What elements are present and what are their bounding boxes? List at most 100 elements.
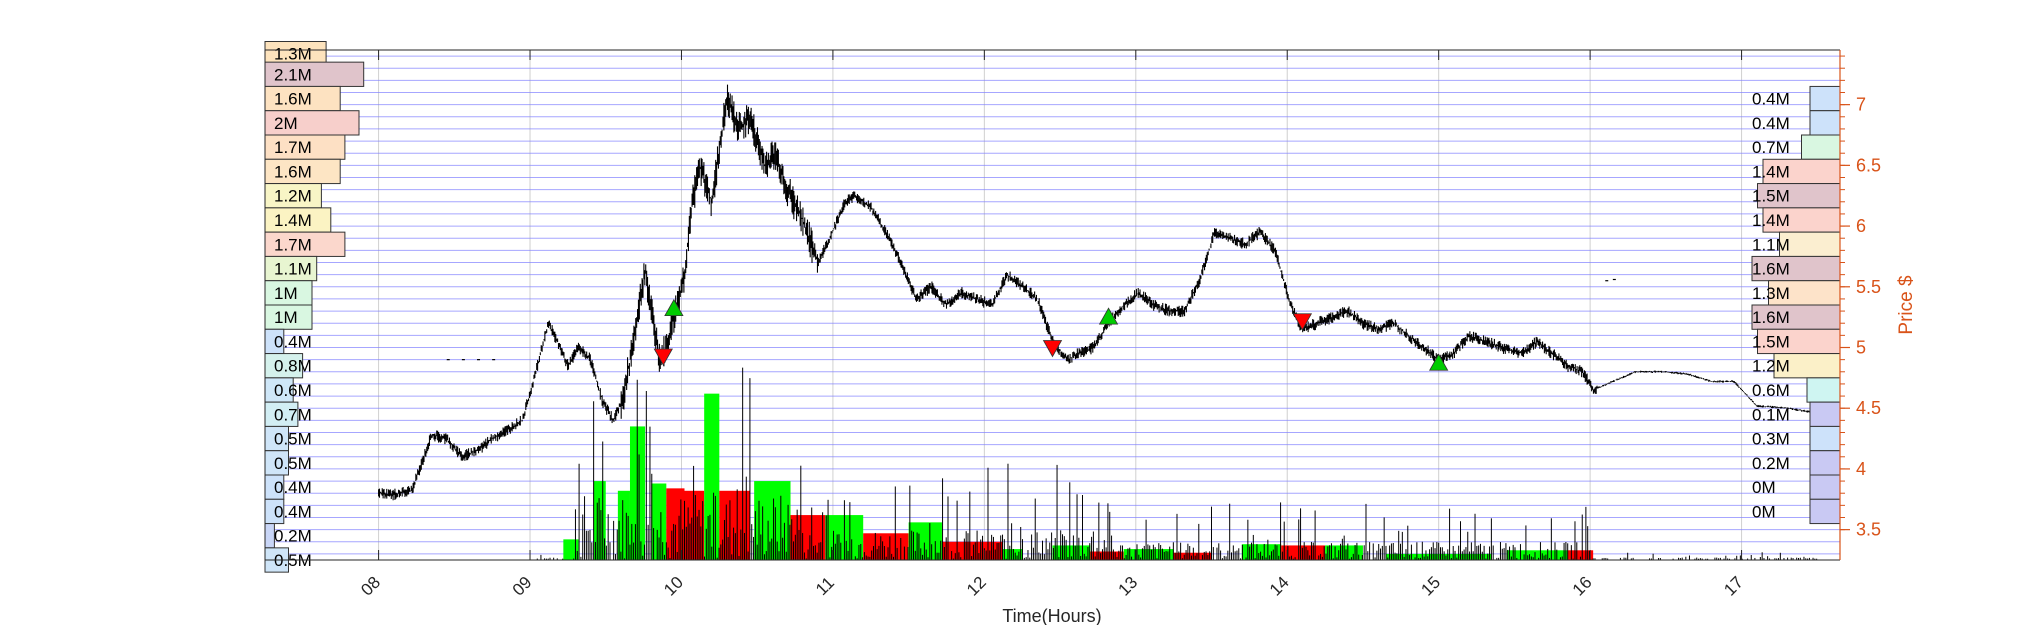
y-tick-label: 5.5 [1856,277,1881,297]
x-tick-label: 17 [1720,573,1747,600]
volume-profile-bar [1809,110,1841,136]
volume-bar [1002,549,1023,560]
x-tick-label: 10 [660,573,687,600]
volume-profile-bar [264,231,346,257]
y-tick-label: 4.5 [1856,398,1881,418]
volume-profile-bar [1751,255,1841,282]
volume-profile-label: 1.1M [274,260,312,279]
y-tick-label: 6 [1856,216,1866,236]
volume-profile-label: 0.2M [1752,454,1790,473]
volume-profile-label: 0.4M [274,502,312,521]
volume-profile-label: 0.5M [274,430,312,449]
volume-profile-bar [1809,474,1841,500]
volume-profile-label: 0.2M [274,527,312,546]
volume-profile-label: 1M [274,308,298,327]
trade-signals [653,298,1449,371]
y-axis-title: Price $ [1896,275,1917,335]
price-series [378,84,1818,501]
volume-profile-bar [264,377,294,403]
volume-profile-bar [1762,158,1841,185]
y-tick-label: 3.5 [1856,520,1881,540]
volume-profile-label: 1.6M [274,162,312,181]
volume-profile-label: 0.4M [274,332,312,351]
volume-profile-bar [1768,280,1841,306]
volume-profile-label: 1.7M [274,138,312,157]
volume-profile-label: 1.4M [1752,211,1790,230]
volume-profile-label: 0.5M [274,454,312,473]
sell-signal-marker [653,348,673,366]
volume-profile-bar [264,304,313,330]
volume-profile-bar [1809,498,1841,525]
grid [265,50,1840,560]
volume-profile-label: 0.6M [1752,381,1790,400]
volume-profile-label: 0.8M [274,357,312,376]
volume-bar [754,481,791,560]
volume-profile-bar [1809,450,1841,476]
volume-profile-label: 0.7M [274,405,312,424]
volume-profile-bar [1779,231,1841,257]
volume-profile-bar [1809,425,1841,452]
volume-profile-bar [1809,85,1841,112]
volume-bar [1281,545,1326,560]
volume-bar [563,539,579,560]
volume-bar [863,533,909,560]
volume-profile-bar [264,110,360,136]
volume-profile-bar [1806,377,1841,403]
volume-profile-label: 1.4M [274,211,312,230]
y-tick-label: 5 [1856,338,1866,358]
volume-profile-label: 1.6M [1752,308,1790,327]
volume-profile-label: 1.3M [274,45,312,64]
y-tick-label: 4 [1856,459,1866,479]
volume-profile-label: 1M [274,284,298,303]
volume-profile-label: 1.5M [1752,332,1790,351]
volume-profile-bar [264,353,304,379]
volume-profile-label: 1.4M [1752,162,1790,181]
x-tick-label: 16 [1569,573,1596,600]
plot-background [265,50,1840,560]
volume-profile-label: 1.6M [1752,260,1790,279]
volume-profile-label: 0.4M [1752,114,1790,133]
volume-bar [1567,550,1594,560]
buy-signal-marker [1098,307,1119,325]
volume-profile-label: 0.3M [1752,430,1790,449]
volume-profile-left: 1.3M2.1M 1.6M 2M 1.7M 1.6M 1.2M 1.4M 1.7M 1.1M 1M… [264,41,365,573]
volume-profile-bar [1801,134,1841,160]
volume-bar [651,483,667,560]
volume-profile-bar [1757,183,1841,209]
volume-profile-bar [1757,328,1841,355]
volume-bar [908,522,942,560]
volume-profile-label: 1.6M [274,90,312,109]
sell-signal-marker [1292,313,1313,331]
volume-profile-bar [264,207,332,233]
volume-profile-label: 1.7M [274,235,312,254]
volume-profile-label: 2M [274,114,298,133]
volume-profile-label: 0M [1752,502,1776,521]
x-tick-label: 13 [1114,573,1141,600]
buy-signal-marker [1428,353,1449,371]
x-tick-label: 15 [1417,573,1444,600]
x-tick-label: 08 [357,573,384,600]
buy-signal-marker [664,298,684,317]
volume-profile-label: 1.1M [1752,235,1790,254]
x-tick-label: 14 [1266,573,1293,600]
y-tick-label: 6.5 [1856,155,1881,175]
volume-profile-label: 0.4M [1752,90,1790,109]
volume-profile-label: 1.5M [1752,187,1790,206]
volume-bar [1090,551,1124,560]
volume-bar [1506,550,1568,560]
volume-profile-label: 0.1M [1752,405,1790,424]
sell-signal-marker [1042,340,1063,358]
volume-profile-label: 1.2M [1752,357,1790,376]
volume-profile-bar [1809,401,1841,427]
volume-profile-bar [264,523,275,549]
volume-bar [666,488,685,560]
volume-profile-label: 0.6M [274,381,312,400]
volume-profile-bar [1762,207,1841,233]
volume-profile-label: 0.4M [274,478,312,497]
volume-profile-label: 2.1M [274,65,312,84]
volume-bar [719,490,750,560]
x-axis-title: Time(Hours) [1002,606,1101,625]
volume-bars [536,367,1818,560]
x-tick-label: 12 [963,573,990,600]
x-tick-label: 09 [509,573,536,600]
